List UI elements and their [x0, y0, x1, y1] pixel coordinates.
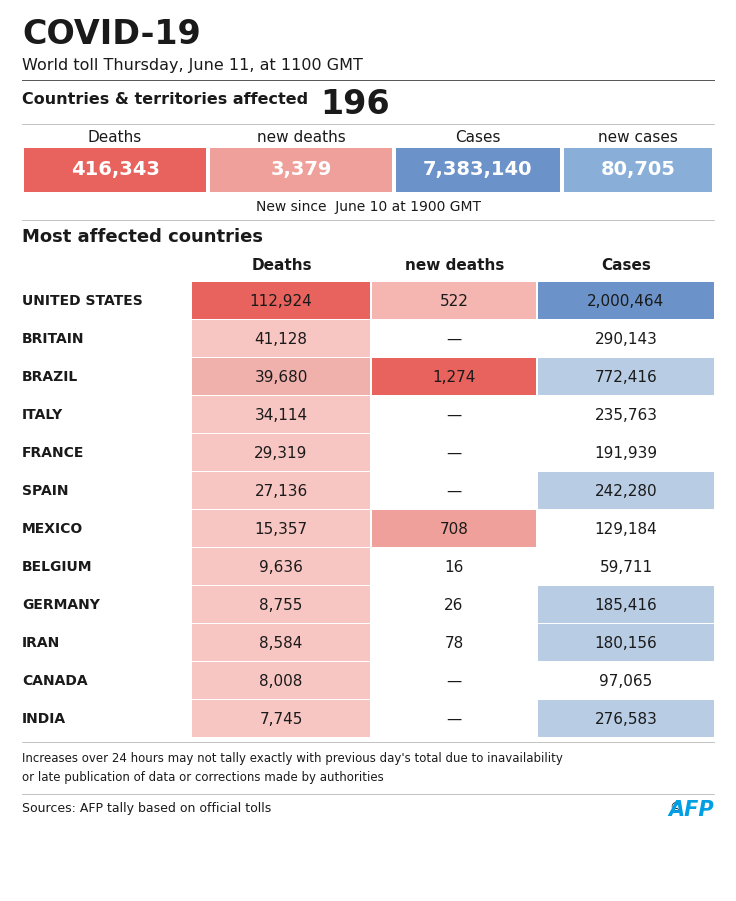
- Bar: [538, 700, 714, 737]
- Text: 3,379: 3,379: [270, 160, 332, 179]
- Text: —: —: [446, 712, 461, 726]
- Text: MEXICO: MEXICO: [22, 522, 83, 536]
- Text: 39,680: 39,680: [255, 369, 308, 385]
- Text: ©: ©: [670, 801, 686, 814]
- Text: 235,763: 235,763: [595, 407, 657, 423]
- Text: Increases over 24 hours may not tally exactly with previous day's total due to i: Increases over 24 hours may not tally ex…: [22, 752, 563, 784]
- Text: Cases: Cases: [456, 130, 500, 145]
- Text: SPAIN: SPAIN: [22, 484, 68, 498]
- Text: 1,274: 1,274: [432, 369, 475, 385]
- Bar: [538, 282, 714, 319]
- Bar: [192, 320, 370, 357]
- Text: Deaths: Deaths: [252, 258, 312, 273]
- Text: 196: 196: [320, 88, 389, 121]
- Text: Cases: Cases: [601, 258, 651, 273]
- Bar: [372, 282, 536, 319]
- Text: 242,280: 242,280: [595, 484, 657, 498]
- Bar: [192, 586, 370, 623]
- Bar: [396, 148, 560, 192]
- Text: 26: 26: [445, 597, 464, 613]
- Text: 522: 522: [439, 294, 468, 308]
- Text: 129,184: 129,184: [595, 522, 657, 536]
- Text: 7,745: 7,745: [259, 712, 302, 726]
- Text: New since  June 10 at 1900 GMT: New since June 10 at 1900 GMT: [255, 200, 481, 214]
- Text: 29,319: 29,319: [255, 445, 308, 460]
- Bar: [538, 586, 714, 623]
- Text: 276,583: 276,583: [595, 712, 657, 726]
- Text: CANADA: CANADA: [22, 674, 88, 688]
- Text: 708: 708: [439, 522, 468, 536]
- Text: 112,924: 112,924: [250, 294, 312, 308]
- Text: 772,416: 772,416: [595, 369, 657, 385]
- Text: BELGIUM: BELGIUM: [22, 560, 93, 574]
- Text: Deaths: Deaths: [88, 130, 142, 145]
- Bar: [192, 358, 370, 395]
- Bar: [564, 148, 712, 192]
- Text: BRITAIN: BRITAIN: [22, 332, 85, 346]
- Bar: [24, 148, 206, 192]
- Text: —: —: [446, 332, 461, 347]
- Bar: [538, 472, 714, 509]
- Bar: [192, 434, 370, 471]
- Text: —: —: [446, 674, 461, 688]
- Text: 80,705: 80,705: [601, 160, 676, 179]
- Text: Most affected countries: Most affected countries: [22, 228, 263, 246]
- Text: BRAZIL: BRAZIL: [22, 370, 78, 384]
- Text: 185,416: 185,416: [595, 597, 657, 613]
- Text: 97,065: 97,065: [599, 674, 653, 688]
- Bar: [192, 700, 370, 737]
- Text: 8,008: 8,008: [259, 674, 302, 688]
- Text: 416,343: 416,343: [71, 160, 160, 179]
- Text: 8,584: 8,584: [259, 635, 302, 651]
- Bar: [192, 472, 370, 509]
- Text: World toll Thursday, June 11, at 1100 GMT: World toll Thursday, June 11, at 1100 GM…: [22, 58, 363, 73]
- Text: —: —: [446, 407, 461, 423]
- Bar: [192, 662, 370, 699]
- Text: GERMANY: GERMANY: [22, 598, 100, 612]
- Text: new deaths: new deaths: [257, 130, 345, 145]
- Text: 16: 16: [445, 560, 464, 575]
- Text: 9,636: 9,636: [259, 560, 303, 575]
- Bar: [192, 548, 370, 585]
- Text: 180,156: 180,156: [595, 635, 657, 651]
- Text: Sources: AFP tally based on official tolls: Sources: AFP tally based on official tol…: [22, 802, 272, 815]
- Text: —: —: [446, 484, 461, 498]
- Text: 34,114: 34,114: [255, 407, 308, 423]
- Text: 191,939: 191,939: [595, 445, 657, 460]
- Text: 27,136: 27,136: [255, 484, 308, 498]
- Text: 7,383,140: 7,383,140: [423, 160, 533, 179]
- Text: 15,357: 15,357: [255, 522, 308, 536]
- Bar: [192, 282, 370, 319]
- Text: FRANCE: FRANCE: [22, 446, 85, 460]
- Text: 59,711: 59,711: [599, 560, 653, 575]
- Bar: [372, 510, 536, 547]
- Text: UNITED STATES: UNITED STATES: [22, 294, 143, 308]
- Text: 8,755: 8,755: [259, 597, 302, 613]
- Text: 78: 78: [445, 635, 464, 651]
- Bar: [372, 358, 536, 395]
- Text: 2,000,464: 2,000,464: [587, 294, 665, 308]
- Bar: [192, 624, 370, 661]
- Bar: [192, 510, 370, 547]
- Bar: [210, 148, 392, 192]
- Bar: [538, 624, 714, 661]
- Text: COVID-19: COVID-19: [22, 18, 201, 51]
- Text: AFP: AFP: [668, 800, 714, 820]
- Text: 290,143: 290,143: [595, 332, 657, 347]
- Text: —: —: [446, 445, 461, 460]
- Text: ITALY: ITALY: [22, 408, 63, 422]
- Text: new deaths: new deaths: [406, 258, 505, 273]
- Text: new cases: new cases: [598, 130, 678, 145]
- Bar: [538, 358, 714, 395]
- Text: INDIA: INDIA: [22, 712, 66, 726]
- Bar: [192, 396, 370, 433]
- Text: Countries & territories affected: Countries & territories affected: [22, 92, 308, 107]
- Text: IRAN: IRAN: [22, 636, 60, 650]
- Text: 41,128: 41,128: [255, 332, 308, 347]
